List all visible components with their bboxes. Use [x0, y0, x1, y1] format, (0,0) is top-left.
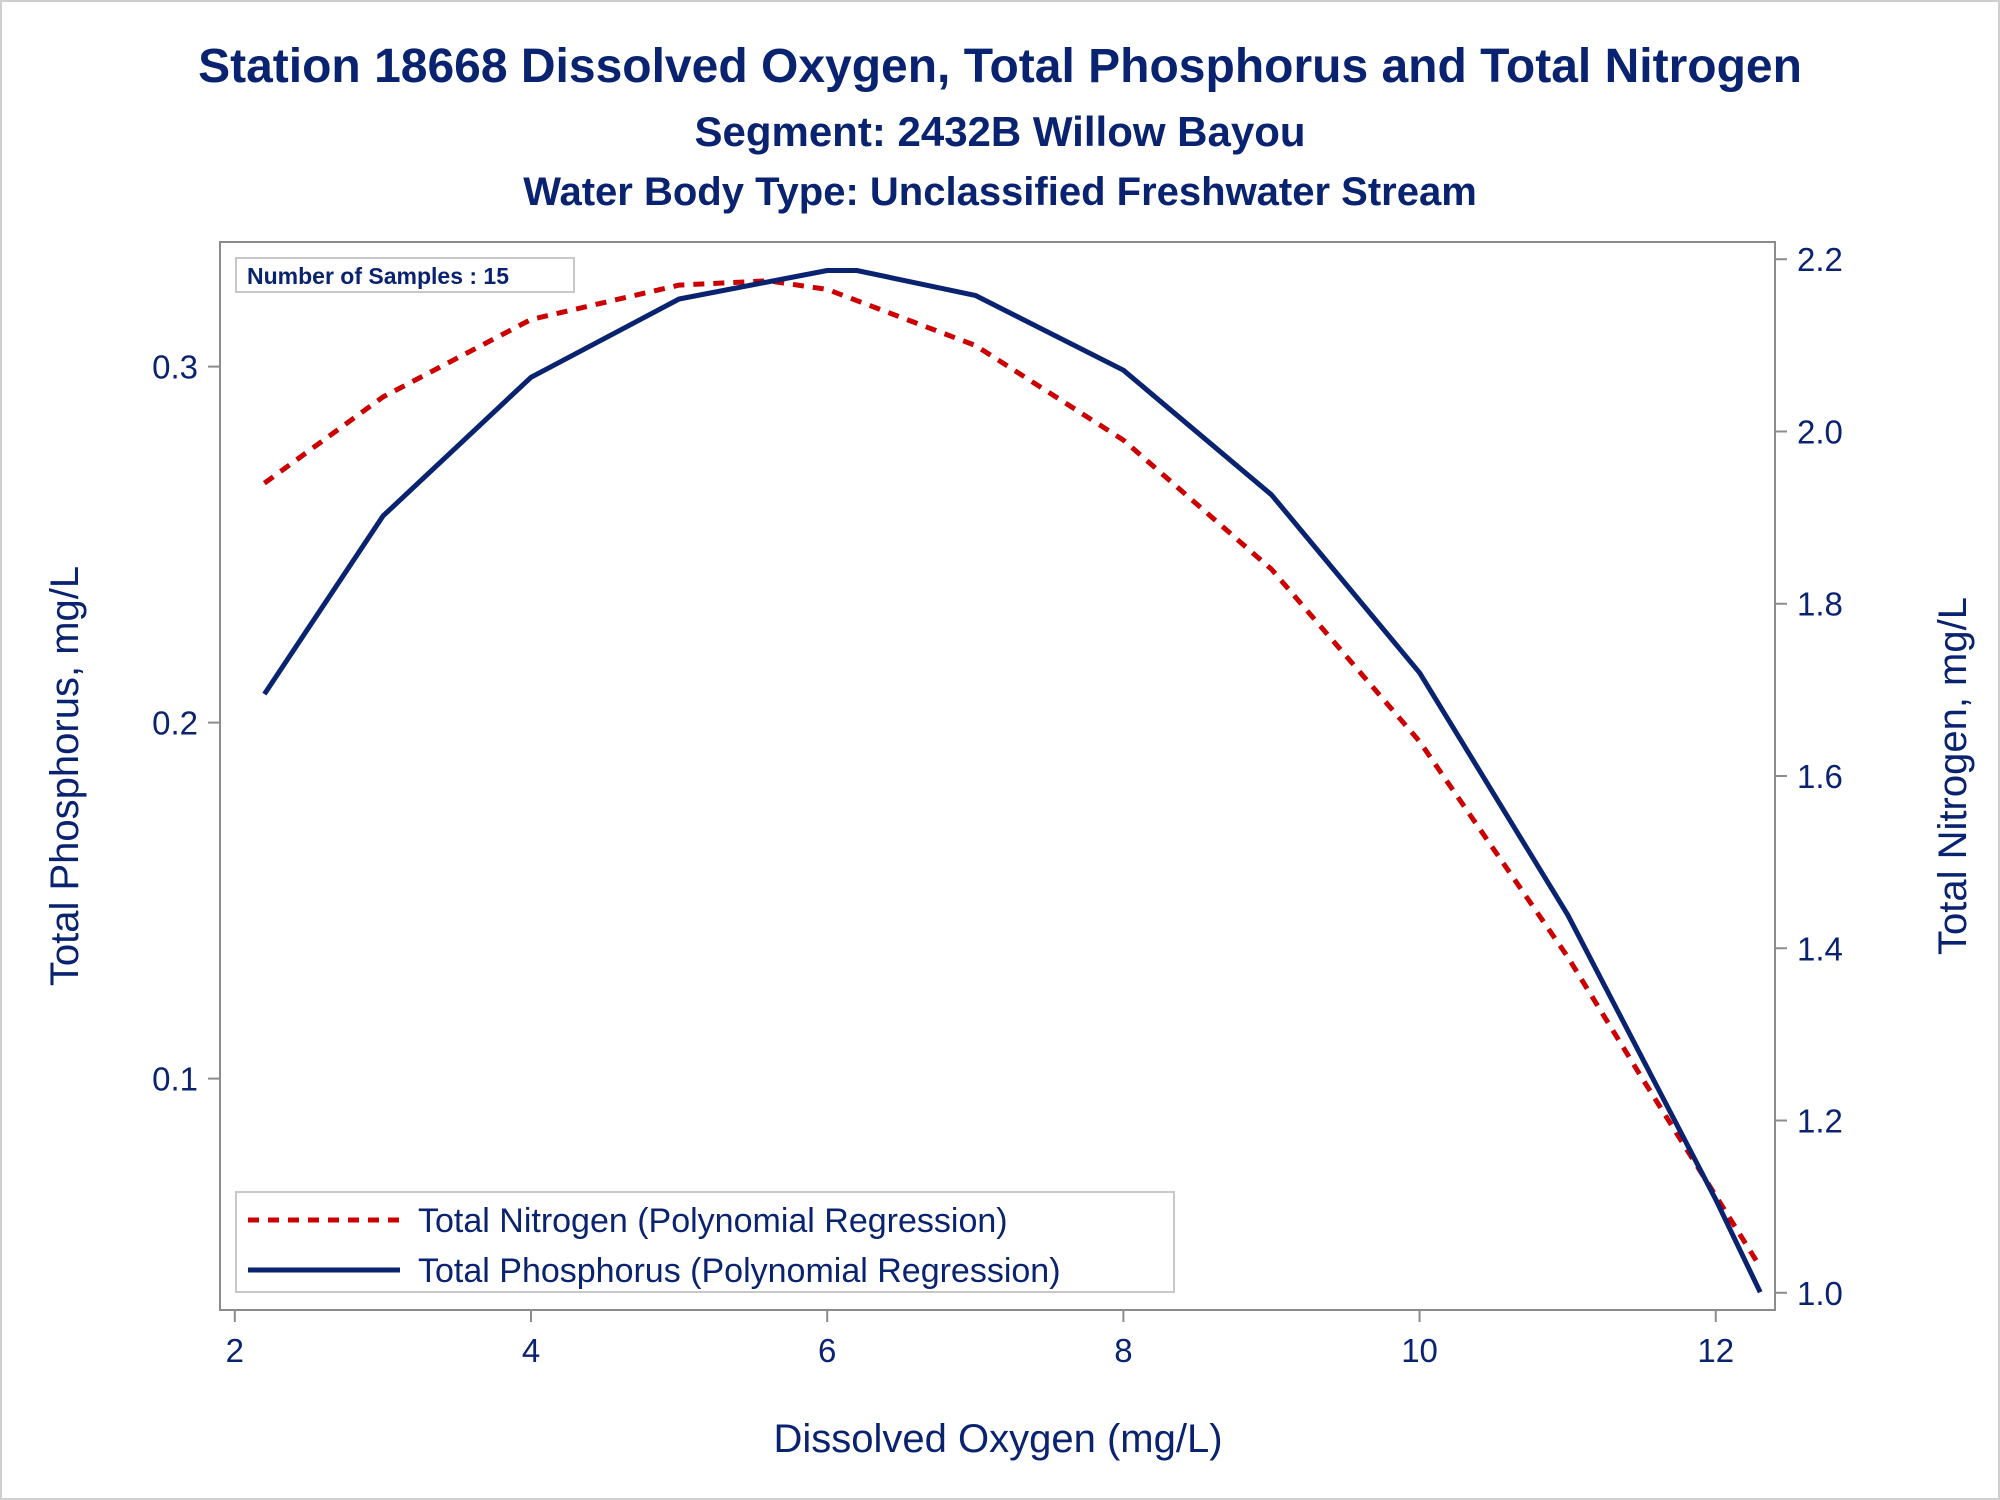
- x-tick-label: 6: [818, 1332, 836, 1369]
- right-y-tick-label: 1.2: [1797, 1103, 1843, 1140]
- x-tick-label: 8: [1114, 1332, 1132, 1369]
- right-y-tick-label: 1.6: [1797, 758, 1843, 795]
- x-tick-label: 12: [1697, 1332, 1734, 1369]
- right-y-tick-label: 1.4: [1797, 930, 1843, 967]
- x-axis-label: Dissolved Oxygen (mg/L): [773, 1417, 1222, 1461]
- x-tick-label: 10: [1401, 1332, 1438, 1369]
- x-axis: 2 4 6 8 10 12: [226, 1310, 1734, 1369]
- sample-count-label: Number of Samples : 15: [247, 263, 509, 289]
- right-y-tick-label: 2.0: [1797, 413, 1843, 450]
- legend-label-phosphorus: Total Phosphorus (Polynomial Regression): [418, 1252, 1061, 1290]
- phosphorus-series-line: [262, 268, 1763, 1294]
- left-y-axis-label: Total Phosphorus, mg/L: [43, 566, 87, 986]
- left-y-axis: 0.1 0.2 0.3: [152, 349, 220, 1098]
- chart-subtitle: Segment: 2432B Willow Bayou: [694, 108, 1305, 155]
- series-layer: [262, 268, 1763, 1294]
- left-y-tick-label: 0.2: [152, 705, 198, 742]
- right-y-axis-label: Total Nitrogen, mg/L: [1931, 597, 1975, 955]
- right-y-tick-label: 2.2: [1797, 241, 1843, 278]
- right-y-axis: 1.0 1.2 1.4 1.6 1.8 2.0 2.2: [1775, 241, 1843, 1312]
- sample-count-box: [235, 257, 575, 293]
- x-tick-label: 4: [522, 1332, 540, 1369]
- legend: [235, 1191, 1175, 1293]
- right-y-tick-label: 1.8: [1797, 586, 1843, 623]
- chart-title: Station 18668 Dissolved Oxygen, Total Ph…: [198, 40, 1802, 93]
- right-y-tick-label: 1.0: [1797, 1275, 1843, 1312]
- left-y-tick-label: 0.3: [152, 349, 198, 386]
- left-y-tick-label: 0.1: [152, 1061, 198, 1098]
- legend-label-nitrogen: Total Nitrogen (Polynomial Regression): [418, 1202, 1008, 1240]
- plot-area: [219, 241, 1776, 1311]
- x-tick-label: 2: [226, 1332, 244, 1369]
- chart-subtitle-2: Water Body Type: Unclassified Freshwater…: [523, 170, 1477, 214]
